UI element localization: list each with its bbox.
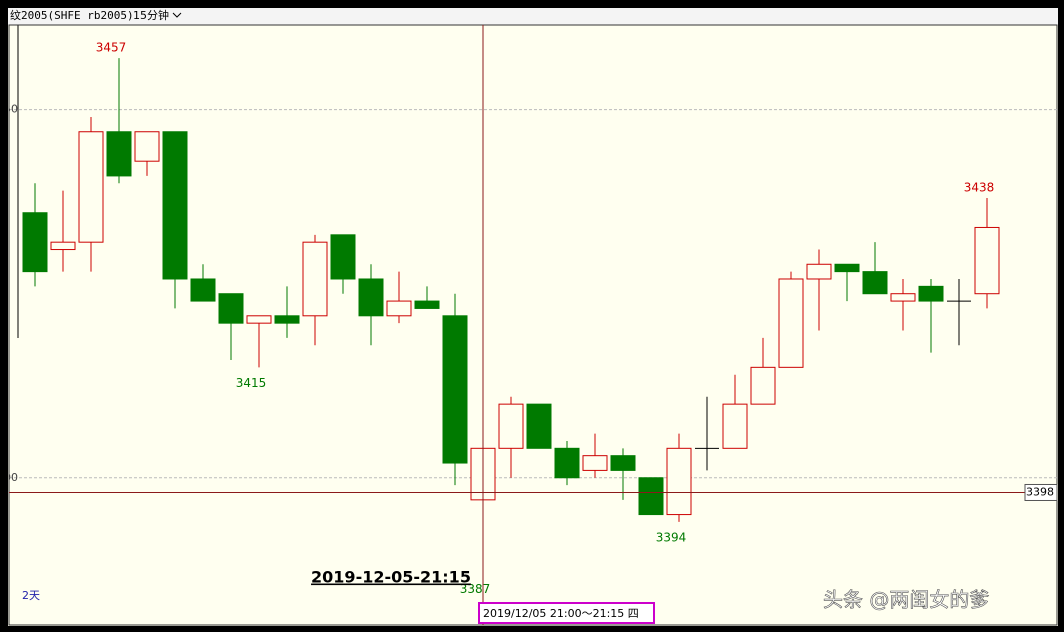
- candle-body: [974, 226, 1000, 295]
- span-label: 2天: [22, 589, 40, 602]
- plot-frame: [8, 24, 1058, 626]
- candle-body: [918, 285, 944, 302]
- chart-panel: [8, 8, 1058, 626]
- high-label: 3438: [964, 181, 995, 195]
- candle-body: [806, 263, 832, 280]
- time-label-box: [478, 602, 655, 624]
- plot-area: [9, 58, 1057, 574]
- candle-body: [134, 131, 160, 162]
- candle-body: [22, 212, 48, 273]
- high-label: 3457: [96, 41, 127, 55]
- period-dropdown[interactable]: [172, 12, 182, 18]
- candle-body: [498, 403, 524, 449]
- candle-body: [274, 315, 300, 324]
- y-tick-label: 3450: [0, 103, 18, 116]
- crosshair-time: 2019/12/05 21:00～21:15 四: [483, 607, 639, 620]
- candle-body: [162, 131, 188, 280]
- candle-body: [190, 278, 216, 302]
- candle-body: [50, 241, 76, 251]
- candle-body: [610, 455, 636, 471]
- candle-body: [554, 447, 580, 479]
- candle-body: [78, 131, 104, 243]
- y-axis-labels: 3400 3450: [0, 103, 18, 484]
- candle-body: [442, 315, 468, 464]
- low-label: 3415: [236, 376, 267, 390]
- crosshair-value-box: [1024, 483, 1058, 501]
- y-tick-label: 3400: [0, 471, 18, 484]
- chart-title: 纹2005(SHFE rb2005): [10, 8, 134, 22]
- candle-body: [106, 131, 132, 177]
- period-label[interactable]: 15分钟: [133, 8, 169, 22]
- candle-body: [750, 366, 776, 405]
- candle-body: [778, 278, 804, 368]
- watermark: 头条 @两闺女的爹: [823, 588, 989, 612]
- title-bar: [8, 8, 1058, 25]
- candle-body: [358, 278, 384, 317]
- candle-body: [386, 300, 412, 317]
- candle-body: [246, 315, 272, 324]
- candle-body: [526, 403, 552, 449]
- candle-body: [218, 293, 244, 324]
- candle-body: [582, 455, 608, 471]
- candle-body: [890, 293, 916, 302]
- candle-body: [638, 477, 664, 516]
- annotation: 2019-12-05-21:15: [311, 568, 471, 587]
- candle-body: [862, 271, 888, 295]
- candle-body: [330, 234, 356, 280]
- low-label: 3394: [656, 530, 687, 544]
- candle-body: [414, 300, 440, 309]
- crosshair-value: 3398: [1026, 485, 1054, 498]
- candle-body: [834, 263, 860, 273]
- candle-body: [302, 241, 328, 317]
- candle-body: [666, 447, 692, 516]
- candle-body: [722, 403, 748, 449]
